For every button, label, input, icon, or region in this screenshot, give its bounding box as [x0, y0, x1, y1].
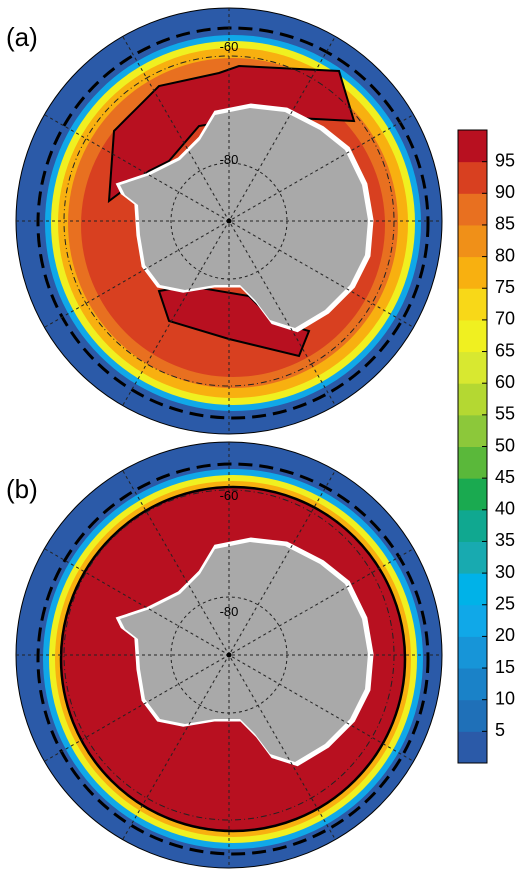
colorbar-bin: [458, 383, 487, 416]
colorbar-bin: [458, 224, 487, 258]
panel-label: (a): [6, 22, 38, 52]
colorbar-label: 45: [495, 467, 515, 487]
colorbar-bin: [458, 414, 487, 447]
colorbar-label: 85: [495, 214, 515, 234]
colorbar-bin: [458, 288, 487, 321]
colorbar-bin: [458, 130, 487, 163]
colorbar-label: 5: [495, 720, 505, 740]
colorbar-label: 25: [495, 594, 515, 614]
lat-label: -60: [220, 39, 239, 54]
colorbar-label: 40: [495, 499, 515, 519]
colorbar-bin: [458, 256, 487, 289]
colorbar-bin: [458, 731, 487, 764]
lat-label: -60: [220, 488, 239, 503]
panel-label: (b): [6, 474, 38, 504]
colorbar-label: 70: [495, 309, 515, 329]
lat-label: -80: [220, 152, 239, 167]
colorbar-bin: [458, 446, 487, 479]
map-panel-b: [15, 441, 443, 869]
colorbar-bin: [458, 699, 487, 732]
lat-label: -80: [220, 604, 239, 619]
colorbar-bin: [458, 541, 487, 574]
colorbar-label: 60: [495, 372, 515, 392]
colorbar-bin: [458, 351, 487, 384]
colorbar-label: 30: [495, 562, 515, 582]
colorbar-bin: [458, 478, 487, 511]
colorbar-bin: [458, 636, 487, 669]
colorbar-bin: [458, 193, 487, 226]
colorbar-label: 55: [495, 404, 515, 424]
colorbar-label: 90: [495, 182, 515, 202]
colorbar-label: 80: [495, 245, 515, 265]
colorbar-label: 50: [495, 435, 515, 455]
colorbar-label: 65: [495, 340, 515, 360]
colorbar-bin: [458, 604, 487, 637]
colorbar-label: 35: [495, 530, 515, 550]
colorbar: 5 10 15 20 25 30 35 40 45 50 55 60 65 70 75 80 85 90 95: [457, 129, 515, 764]
colorbar-bin: [458, 668, 487, 701]
colorbar-label: 10: [495, 688, 515, 708]
colorbar-label: 75: [495, 277, 515, 297]
colorbar-label: 15: [495, 657, 515, 677]
colorbar-label: 95: [495, 150, 515, 170]
colorbar-label: 20: [495, 625, 515, 645]
colorbar-bin: [458, 573, 487, 606]
colorbar-bin: [458, 509, 487, 542]
map-panel-a: [15, 7, 443, 435]
colorbar-bin: [458, 161, 487, 194]
colorbar-bin: [458, 319, 487, 353]
